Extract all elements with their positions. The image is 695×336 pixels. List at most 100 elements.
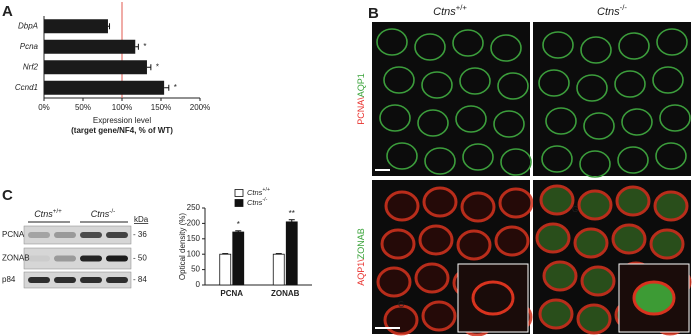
y-tick-label: 200 (187, 219, 201, 228)
tubule (417, 109, 449, 137)
y-tick-label: 150 (187, 234, 201, 243)
legend-swatch (234, 199, 244, 207)
gene-name: Ctns (247, 198, 263, 207)
genotype-label: Ctns+/+ (247, 187, 270, 197)
bar (44, 80, 165, 95)
genotype-label: Ctns-/- (597, 3, 627, 18)
blot-band (80, 277, 102, 283)
x-axis-note: (target gene/NF4, % of WT) (71, 126, 173, 135)
panel-label: C (2, 187, 13, 204)
inset (457, 263, 529, 333)
blot-band (106, 255, 128, 262)
blot-band (28, 277, 50, 283)
tubule (422, 186, 458, 218)
blot-band (54, 255, 76, 262)
blot-band (54, 277, 76, 283)
tubule (452, 29, 484, 57)
x-tick-label: 50% (75, 103, 91, 112)
tubule (611, 223, 647, 255)
x-tick-label: 0% (38, 103, 50, 112)
tubule (380, 228, 416, 260)
legend-swatch (234, 189, 244, 197)
tubule (538, 69, 570, 97)
genotype-label: Ctns+/+ (34, 208, 62, 219)
tubule (542, 260, 578, 292)
blot-band (28, 232, 50, 238)
genotype-label: Ctns-/- (91, 208, 115, 219)
tubule (455, 105, 487, 133)
genotype: +/+ (456, 3, 468, 12)
blot-strip (23, 225, 132, 245)
significance: ** (289, 209, 295, 218)
bar (272, 253, 285, 286)
blot-strip (23, 247, 132, 270)
tubule (498, 187, 534, 219)
panel-label: A (2, 3, 13, 20)
gene-name: Ctns (597, 6, 620, 18)
tubule (421, 300, 457, 332)
tubule (459, 67, 491, 95)
tubule (573, 227, 609, 259)
inset-cell (632, 280, 676, 316)
blot-row-label: ZONAB (2, 254, 30, 263)
tubule (462, 143, 494, 171)
gene-name: Ctns (433, 6, 456, 18)
tubule (383, 304, 419, 336)
marker-label: - 36 (133, 230, 147, 239)
stain-part: PCNA (356, 100, 366, 125)
tubule (418, 224, 454, 256)
significance: * (237, 220, 240, 229)
blot-strip (23, 271, 132, 289)
tubule (545, 107, 577, 135)
bar (44, 60, 147, 75)
panel-label: B (368, 5, 379, 22)
tubule (583, 112, 615, 140)
category-label: DbpA (18, 21, 38, 30)
stain-part: AQP1 (356, 73, 366, 97)
tubule (414, 33, 446, 61)
genotype: -/- (620, 3, 628, 12)
tubule (414, 262, 450, 294)
significance: * (156, 62, 159, 71)
blot-row-label: PCNA (2, 230, 25, 239)
tubule (659, 104, 691, 132)
stain-part: ZONAB (356, 228, 366, 259)
y-tick-label: 0 (196, 280, 201, 289)
tubule (653, 190, 689, 222)
blot-band (28, 255, 50, 262)
tubule (386, 142, 418, 170)
bar (219, 253, 232, 286)
stain-label: AQP1\ZONAB (356, 228, 366, 286)
tubule (652, 66, 684, 94)
region-label: G (398, 300, 404, 309)
blot-band (106, 277, 128, 283)
stain-label: PCNA\AQP1 (356, 73, 366, 125)
tubule (493, 110, 525, 138)
tubule (580, 36, 612, 64)
tubule (579, 150, 611, 178)
category-label: Pcna (20, 42, 39, 51)
bar (44, 19, 108, 34)
micrograph (533, 22, 691, 176)
tubule (456, 229, 492, 261)
tubule (656, 28, 688, 56)
tubule (494, 225, 530, 257)
tubule (421, 71, 453, 99)
genotype: +/+ (53, 208, 62, 215)
blot-row-label: p84 (2, 275, 16, 284)
genotype: -/- (109, 208, 115, 215)
tubule (497, 72, 529, 100)
tubule (376, 266, 412, 298)
genotype: -/- (262, 197, 267, 203)
y-tick-label: 250 (187, 203, 201, 212)
tubule (615, 185, 651, 217)
y-tick-label: 100 (187, 249, 201, 258)
gene-name: Ctns (91, 209, 110, 219)
marker-label: - 84 (133, 275, 147, 284)
region-label: G (572, 205, 578, 214)
category-label: Ccnd1 (15, 83, 38, 92)
tubule (655, 142, 687, 170)
significance: * (143, 42, 146, 51)
tubule (500, 148, 532, 176)
